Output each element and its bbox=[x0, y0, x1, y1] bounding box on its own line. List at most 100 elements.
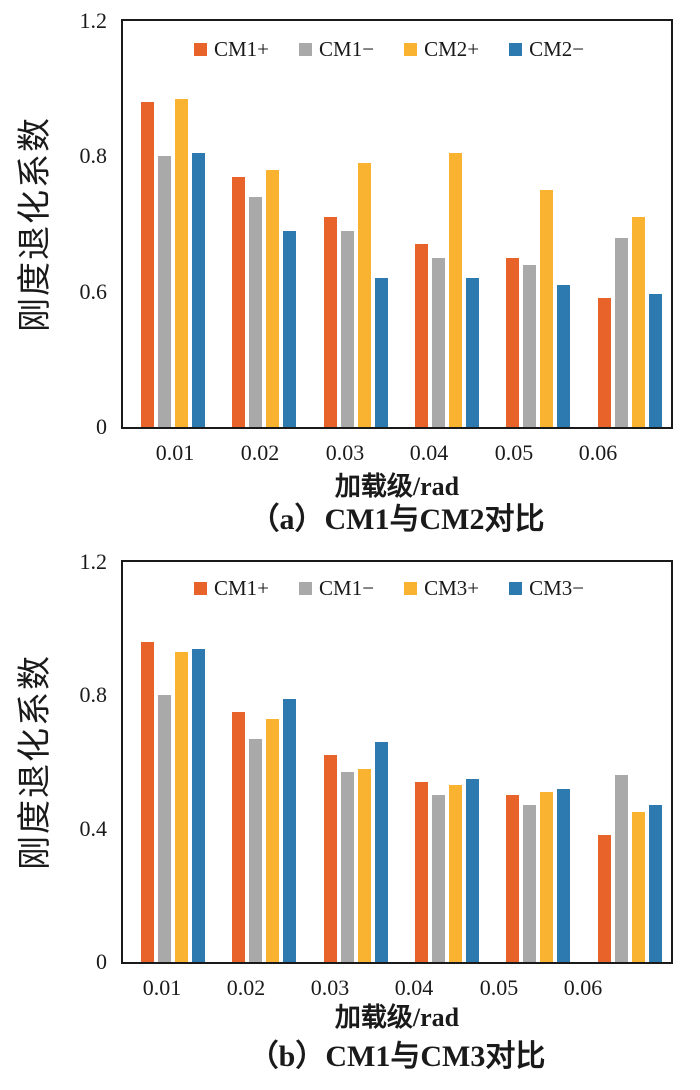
bar-CM2−-x0.01 bbox=[192, 153, 205, 427]
legend-item-CM3−: CM3− bbox=[509, 578, 584, 599]
bar-CM3+-x0.03 bbox=[357, 768, 371, 962]
legend-label-CM3+: CM3+ bbox=[424, 576, 480, 600]
bar-CM1−-x0.03 bbox=[340, 772, 354, 962]
x-tick-label-b-0.04: 0.04 bbox=[394, 975, 434, 1000]
bar-CM2+-x0.03 bbox=[357, 163, 371, 427]
bar-CM3+-x0.06 bbox=[631, 812, 645, 962]
y-tick-label-b-0.4: 0.4 bbox=[79, 815, 108, 841]
bar-CM1−-x0.04 bbox=[432, 257, 445, 427]
bar-CM1−-x0.01 bbox=[158, 156, 171, 427]
bar-CM2+-x0.04 bbox=[449, 153, 462, 427]
x-axis-title-b: 加载级/rad bbox=[334, 1003, 460, 1032]
y-tick-label-a-0.8: 0.8 bbox=[79, 143, 108, 169]
x-tick-label-b-0.01: 0.01 bbox=[142, 975, 182, 1000]
bar-CM1+-x0.06 bbox=[597, 298, 611, 427]
legend-label-CM1−: CM1− bbox=[319, 37, 375, 61]
bar-CM2+-x0.05 bbox=[540, 190, 554, 427]
x-tick-label-a-0.05: 0.05 bbox=[494, 440, 534, 465]
legend-marker-CM3+ bbox=[404, 582, 418, 595]
legend-marker-CM2+ bbox=[404, 43, 418, 56]
y-tick-label-b-1.2: 1.2 bbox=[79, 549, 108, 574]
x-tick-label-a-0.04: 0.04 bbox=[409, 440, 449, 465]
legend-a: CM1+ CM1− CM2+ CM2− bbox=[194, 39, 584, 60]
bar-CM1−-x0.06 bbox=[614, 775, 628, 962]
bar-CM3−-x0.05 bbox=[557, 788, 571, 962]
bar-CM3−-x0.03 bbox=[374, 742, 388, 962]
bar-CM1−-x0.05 bbox=[523, 805, 537, 962]
legend-label-CM2−: CM2− bbox=[529, 37, 585, 61]
chart-caption-a: （a）CM1与CM2对比 bbox=[249, 503, 545, 536]
plot-area-a: CM1+ CM1− CM2+ CM2− bbox=[121, 19, 673, 429]
legend-marker-CM2− bbox=[509, 43, 523, 56]
legend-item-CM1−: CM1− bbox=[299, 39, 374, 60]
bar-CM1−-x0.04 bbox=[432, 795, 445, 962]
x-tick-label-b-0.03: 0.03 bbox=[310, 975, 350, 1000]
y-tick-label-b-0: 0 bbox=[96, 949, 107, 974]
y-tick-label-a-1.2: 1.2 bbox=[79, 8, 108, 33]
x-tick-label-b-0.06: 0.06 bbox=[563, 975, 603, 1000]
legend-b: CM1+ CM1− CM3+ CM3− bbox=[194, 578, 584, 599]
bar-CM1−-x0.02 bbox=[249, 738, 263, 962]
legend-item-CM2+: CM2+ bbox=[404, 39, 479, 60]
legend-label-CM3−: CM3− bbox=[529, 576, 585, 600]
bar-CM1+-x0.03 bbox=[323, 217, 337, 427]
bar-CM2−-x0.04 bbox=[466, 278, 479, 427]
bar-CM1+-x0.04 bbox=[415, 782, 428, 962]
legend-marker-CM1− bbox=[299, 43, 313, 56]
bar-CM3+-x0.01 bbox=[175, 652, 188, 962]
bar-CM3−-x0.06 bbox=[648, 805, 662, 962]
bar-CM3+-x0.04 bbox=[449, 785, 462, 962]
bar-CM2−-x0.06 bbox=[648, 293, 662, 427]
x-tick-label-b-0.05: 0.05 bbox=[479, 975, 519, 1000]
legend-marker-CM1+ bbox=[194, 582, 207, 595]
bar-CM1−-x0.01 bbox=[158, 695, 171, 962]
x-tick-label-a-0.06: 0.06 bbox=[578, 440, 618, 465]
legend-marker-CM1− bbox=[299, 582, 313, 595]
bar-CM3−-x0.01 bbox=[192, 648, 205, 962]
bar-CM1+-x0.05 bbox=[506, 257, 520, 427]
bar-CM2−-x0.05 bbox=[557, 284, 571, 427]
y-tick-label-b-0.8: 0.8 bbox=[79, 682, 108, 708]
bar-CM3−-x0.04 bbox=[466, 778, 479, 962]
legend-label-CM1−: CM1− bbox=[319, 576, 375, 600]
x-tick-label-a-0.03: 0.03 bbox=[325, 440, 365, 465]
legend-item-CM1+: CM1+ bbox=[194, 578, 269, 599]
bar-CM1+-x0.03 bbox=[323, 755, 337, 962]
legend-item-CM1−: CM1− bbox=[299, 578, 374, 599]
legend-label-CM1+: CM1+ bbox=[214, 37, 270, 61]
bar-CM3−-x0.02 bbox=[283, 698, 297, 962]
bar-CM1+-x0.02 bbox=[232, 176, 246, 427]
bar-CM2+-x0.01 bbox=[175, 98, 188, 427]
bar-CM2−-x0.02 bbox=[283, 230, 297, 427]
chart-caption-b: （b）CM1与CM3对比 bbox=[248, 1040, 546, 1073]
bar-CM1−-x0.06 bbox=[614, 237, 628, 427]
bar-CM1−-x0.03 bbox=[340, 230, 354, 427]
bar-CM3+-x0.05 bbox=[540, 792, 554, 962]
legend-item-CM3+: CM3+ bbox=[404, 578, 479, 599]
legend-marker-CM1+ bbox=[194, 43, 207, 56]
bar-CM2+-x0.02 bbox=[266, 169, 280, 427]
bar-CM3+-x0.02 bbox=[266, 718, 280, 962]
legend-label-CM2+: CM2+ bbox=[424, 37, 480, 61]
bar-CM1+-x0.05 bbox=[506, 795, 520, 962]
legend-item-CM1+: CM1+ bbox=[194, 39, 269, 60]
x-tick-label-a-0.01: 0.01 bbox=[155, 440, 195, 465]
bar-CM1−-x0.05 bbox=[523, 264, 537, 427]
bar-CM1+-x0.06 bbox=[597, 835, 611, 962]
x-axis-title-a: 加载级/rad bbox=[334, 472, 460, 501]
plot-area-b: CM1+ CM1− CM3+ CM3− bbox=[121, 560, 673, 964]
bar-CM2+-x0.06 bbox=[631, 217, 645, 427]
y-tick-label-a-0: 0 bbox=[96, 414, 107, 439]
bar-CM1+-x0.04 bbox=[415, 244, 428, 427]
bar-CM1+-x0.01 bbox=[141, 642, 154, 962]
y-tick-label-a-0.6: 0.6 bbox=[79, 278, 108, 304]
legend-marker-CM3− bbox=[509, 582, 523, 595]
legend-label-CM1+: CM1+ bbox=[214, 576, 270, 600]
bar-CM1−-x0.02 bbox=[249, 196, 263, 427]
bar-CM2−-x0.03 bbox=[374, 278, 388, 427]
x-tick-label-b-0.02: 0.02 bbox=[226, 975, 266, 1000]
bar-CM1+-x0.02 bbox=[232, 712, 246, 962]
bar-CM1+-x0.01 bbox=[141, 102, 154, 427]
x-tick-label-a-0.02: 0.02 bbox=[240, 440, 280, 465]
